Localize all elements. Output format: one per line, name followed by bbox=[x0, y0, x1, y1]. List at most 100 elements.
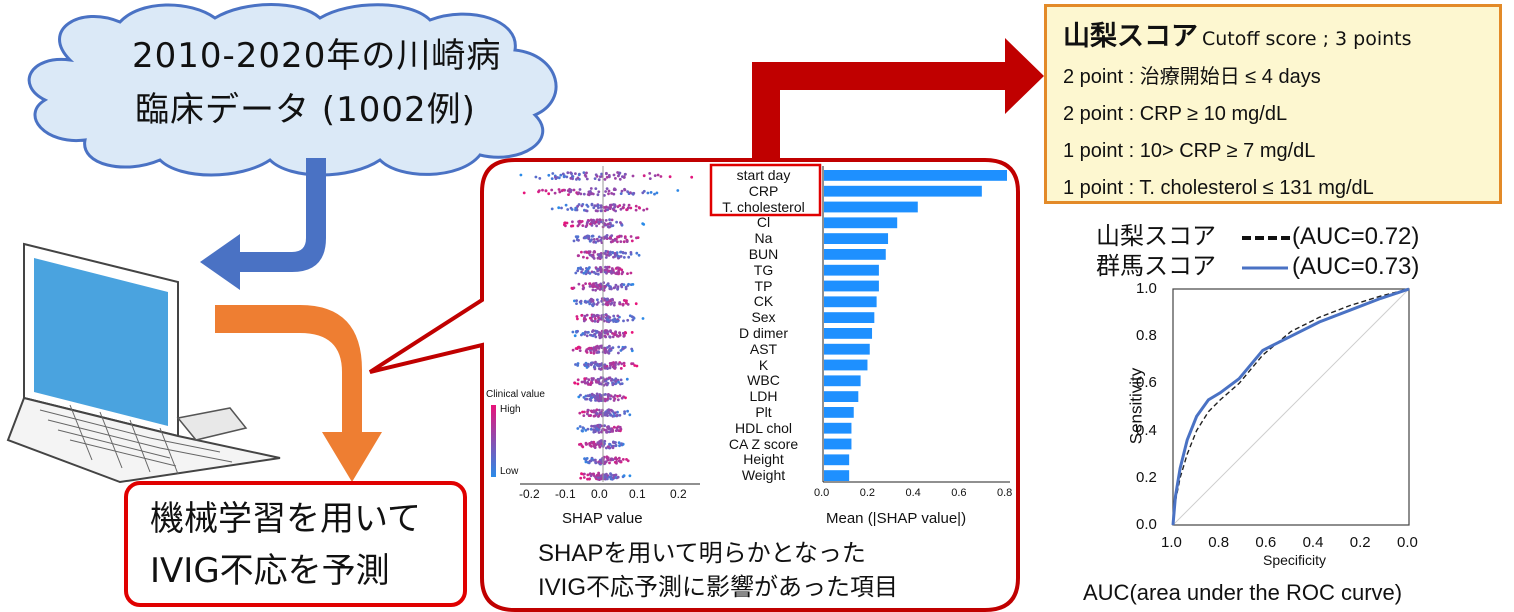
shap-dot bbox=[619, 283, 623, 287]
shap-dot bbox=[627, 255, 631, 259]
shap-dot bbox=[668, 175, 672, 179]
shap-dot bbox=[624, 396, 627, 400]
beeswarm-tick-label: 0.0 bbox=[591, 487, 608, 501]
shap-dot bbox=[603, 378, 606, 381]
shap-dot bbox=[608, 335, 611, 338]
shap-dot bbox=[634, 302, 638, 306]
shap-dot bbox=[637, 253, 641, 257]
roc-ytick-label: 1.0 bbox=[1136, 280, 1157, 297]
shap-dot bbox=[558, 190, 562, 194]
shap-dot bbox=[593, 348, 596, 351]
feature-label: start day bbox=[736, 167, 791, 183]
importance-bar bbox=[824, 170, 1007, 181]
shap-dot bbox=[577, 395, 581, 399]
shap-dot bbox=[584, 361, 588, 365]
roc-line-yamanashi bbox=[1172, 288, 1410, 526]
shap-dot bbox=[566, 171, 570, 175]
shap-dot bbox=[631, 283, 635, 286]
shap-dot bbox=[547, 192, 551, 196]
shap-dot bbox=[608, 287, 612, 291]
shap-dot bbox=[591, 334, 595, 338]
shap-dot bbox=[585, 348, 589, 351]
importance-bar bbox=[824, 407, 854, 418]
shap-dot bbox=[596, 424, 600, 427]
shap-dot bbox=[600, 209, 603, 213]
colorbar-low: Low bbox=[500, 466, 519, 477]
shap-dot bbox=[564, 203, 568, 207]
feature-label: K bbox=[758, 356, 769, 373]
shap-dot bbox=[571, 330, 575, 334]
shap-dot bbox=[613, 411, 617, 415]
feature-label: AST bbox=[749, 340, 778, 357]
shap-dot bbox=[585, 331, 589, 334]
shap-dot bbox=[596, 298, 599, 302]
shap-dot bbox=[586, 427, 590, 431]
shap-dot bbox=[591, 330, 594, 333]
feature-label: T. cholesterol bbox=[722, 198, 805, 215]
shap-dot bbox=[634, 208, 638, 212]
bar-tick-label: 0.6 bbox=[951, 487, 967, 499]
shap-dot bbox=[544, 189, 548, 193]
shap-dot bbox=[594, 187, 598, 191]
colorbar-high: High bbox=[500, 404, 521, 415]
shap-dot bbox=[626, 190, 629, 194]
shap-dot bbox=[594, 220, 598, 224]
shap-dot bbox=[610, 473, 613, 477]
shap-dot bbox=[591, 255, 595, 259]
shap-dot bbox=[605, 429, 608, 432]
importance-bar bbox=[824, 201, 918, 213]
shap-dot bbox=[596, 256, 600, 260]
shap-dot bbox=[637, 206, 641, 209]
shap-dot bbox=[574, 206, 578, 210]
shap-dot bbox=[610, 379, 613, 382]
shap-dot bbox=[614, 177, 617, 180]
shap-dot bbox=[620, 268, 624, 272]
shap-dot bbox=[588, 414, 592, 417]
shap-dot bbox=[608, 475, 611, 479]
shap-dot bbox=[622, 474, 626, 478]
shap-dot bbox=[588, 282, 592, 286]
importance-bar bbox=[824, 391, 859, 402]
shap-dot bbox=[600, 476, 603, 480]
shap-dot bbox=[573, 381, 577, 385]
shap-dot bbox=[614, 444, 618, 447]
shap-dot bbox=[623, 172, 627, 176]
shap-dot bbox=[613, 205, 616, 209]
shap-dot bbox=[592, 440, 596, 444]
shap-dot bbox=[616, 410, 619, 414]
shap-dot bbox=[576, 254, 580, 258]
roc-ytick-label: 0.4 bbox=[1136, 421, 1157, 439]
shap-dot bbox=[616, 314, 620, 318]
shap-dot bbox=[582, 255, 585, 259]
shap-dot bbox=[576, 176, 580, 180]
shap-dot bbox=[610, 192, 613, 195]
bar-xlabel: Mean (|SHAP value|) bbox=[826, 510, 967, 527]
roc-xtick-label: 0.2 bbox=[1349, 534, 1371, 551]
importance-bar bbox=[824, 249, 886, 260]
shap-dot bbox=[575, 302, 578, 305]
shap-dot bbox=[578, 411, 582, 415]
shap-dot bbox=[612, 366, 616, 370]
shap-dot bbox=[522, 191, 526, 195]
shap-dot bbox=[598, 268, 601, 272]
shap-dot bbox=[596, 441, 600, 445]
shap-dot bbox=[576, 329, 579, 333]
shap-dot bbox=[597, 414, 601, 418]
shap-dot bbox=[591, 234, 595, 238]
shap-dot bbox=[585, 334, 589, 338]
shap-dot bbox=[624, 285, 628, 289]
shap-dot bbox=[655, 191, 659, 195]
shap-dot bbox=[630, 239, 634, 243]
shap-dot bbox=[586, 220, 589, 224]
shap-dot bbox=[603, 424, 606, 428]
shap-dot bbox=[614, 272, 618, 275]
shap-dot bbox=[610, 269, 613, 273]
shap-dot bbox=[648, 172, 652, 175]
shap-dot bbox=[590, 396, 594, 399]
shap-dot bbox=[575, 299, 578, 302]
shap-dot bbox=[618, 331, 621, 335]
legend-yamanashi-name: 山梨スコア bbox=[1096, 223, 1216, 250]
shap-dot bbox=[565, 175, 569, 179]
shap-dot bbox=[569, 190, 573, 194]
shap-dot bbox=[617, 351, 620, 355]
